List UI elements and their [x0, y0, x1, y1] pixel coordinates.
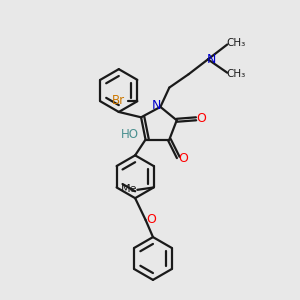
Text: O: O — [146, 213, 156, 226]
Text: O: O — [178, 152, 188, 165]
Text: CH₃: CH₃ — [226, 69, 245, 79]
Text: N: N — [207, 53, 216, 66]
Text: CH₃: CH₃ — [226, 38, 245, 48]
Text: Me: Me — [121, 184, 137, 194]
Text: O: O — [196, 112, 206, 125]
Text: Br: Br — [111, 94, 124, 107]
Text: N: N — [151, 99, 160, 112]
Text: HO: HO — [121, 128, 139, 141]
